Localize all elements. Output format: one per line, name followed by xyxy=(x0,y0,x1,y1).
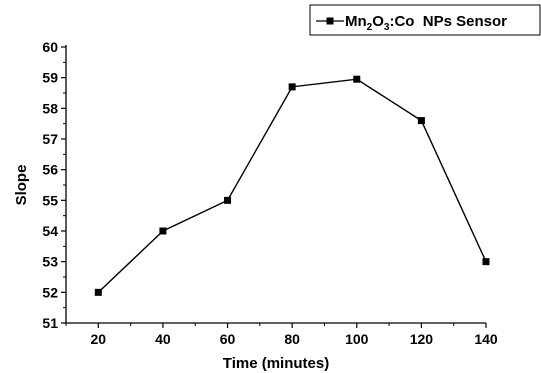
data-point-marker xyxy=(417,117,425,125)
x-tick-label: 120 xyxy=(410,331,434,347)
y-tick-label: 52 xyxy=(42,284,58,300)
y-tick-label: 56 xyxy=(42,162,58,178)
x-tick-label: 60 xyxy=(220,331,236,347)
y-tick-label: 59 xyxy=(42,70,58,86)
y-tick-label: 57 xyxy=(42,131,58,147)
x-tick-label: 40 xyxy=(155,331,171,347)
y-tick-label: 51 xyxy=(42,315,58,331)
data-point-marker xyxy=(94,288,102,296)
y-axis-ticks: 51 52 53 54 55 56 57 58 59 60 xyxy=(42,39,66,331)
series-group xyxy=(94,75,490,296)
series-line xyxy=(97,78,487,293)
data-point-marker xyxy=(353,75,361,83)
y-axis-title: Slope xyxy=(13,165,30,206)
y-tick-label: 55 xyxy=(42,192,58,208)
x-tick-label: 100 xyxy=(345,331,369,347)
data-point-marker xyxy=(288,83,296,91)
x-axis-ticks: 20 40 60 80 100 120 140 xyxy=(65,323,498,347)
legend: Mn2O3:Co NPs Sensor xyxy=(309,4,541,36)
x-axis-title: Time (minutes) xyxy=(223,355,329,372)
data-point-marker xyxy=(224,196,232,204)
x-tick-label: 80 xyxy=(284,331,300,347)
x-tick-label: 20 xyxy=(91,331,107,347)
data-point-marker xyxy=(482,258,490,266)
y-tick-label: 53 xyxy=(42,254,58,270)
x-tick-label: 140 xyxy=(474,331,498,347)
legend-square-marker-icon xyxy=(326,17,334,25)
y-tick-label: 58 xyxy=(42,100,58,116)
y-tick-label: 54 xyxy=(42,223,58,239)
legend-series-label: Mn2O3:Co NPs Sensor xyxy=(345,13,507,33)
legend-box xyxy=(309,4,541,36)
y-tick-label: 60 xyxy=(42,39,58,55)
data-point-marker xyxy=(159,227,167,235)
chart-axes xyxy=(65,45,486,324)
